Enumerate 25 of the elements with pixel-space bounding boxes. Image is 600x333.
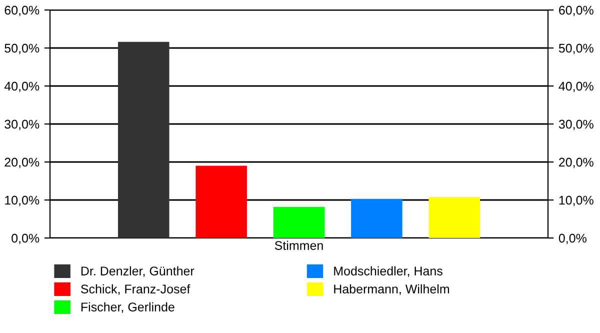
text: 20,0% [559,158,594,168]
y-tick-label: 0,0% [12,234,40,244]
legend-label: Dr. Denzler, Günther [81,266,194,277]
legend-label: Habermann, Wilhelm [334,284,449,295]
legend-label: Fischer, Gerlinde [81,302,174,313]
bar [273,206,325,238]
legend-label: Modschiedler, Hans [334,266,442,277]
y-tick-label: 50,0% [4,44,40,54]
bar [428,196,480,238]
legend-label: Schick, Franz-Josef [81,284,190,295]
y-tick-label: 20,0% [4,158,40,168]
text: 30,0% [558,120,594,130]
bar [118,42,170,238]
text: 50,0% [558,44,594,54]
x-tick-label: Stimmen [274,240,323,250]
bar [351,198,402,238]
text: 60,0% [559,6,594,16]
y-tick-label: 30,0% [4,120,40,130]
y-tick-label: 10,0% [5,196,40,206]
bar [196,166,247,238]
y-tick-label: 40,0% [4,82,40,92]
text: 0,0% [558,234,586,244]
text: 10,0% [559,196,594,206]
text: 40,0% [558,82,594,92]
y-tick-label: 60,0% [4,6,40,16]
